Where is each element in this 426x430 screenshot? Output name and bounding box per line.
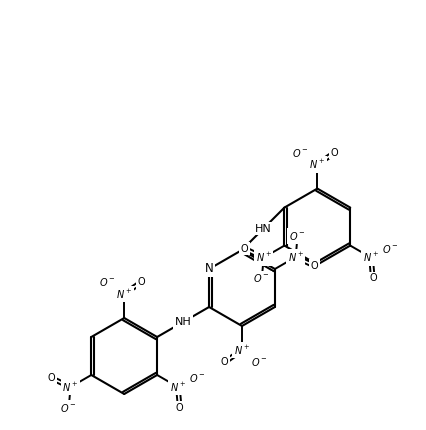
Text: O: O (369, 273, 377, 283)
Text: O: O (138, 277, 145, 287)
Text: $O^-$: $O^-$ (60, 402, 77, 414)
Text: $O^-$: $O^-$ (189, 372, 205, 384)
Text: $N^+$: $N^+$ (309, 158, 325, 171)
Text: $N^+$: $N^+$ (234, 344, 250, 356)
Text: $O^-$: $O^-$ (251, 356, 268, 368)
Text: $N^+$: $N^+$ (116, 287, 132, 301)
Text: $O^-$: $O^-$ (292, 147, 308, 159)
Text: $O^-$: $O^-$ (289, 230, 306, 242)
Text: O: O (221, 357, 229, 367)
Text: HN: HN (255, 224, 272, 234)
Text: N: N (205, 262, 213, 276)
Text: $O^-$: $O^-$ (253, 273, 270, 285)
Text: $N^+$: $N^+$ (288, 250, 304, 264)
Text: $N^+$: $N^+$ (256, 251, 272, 264)
Text: NH: NH (175, 317, 191, 327)
Text: O: O (311, 261, 319, 271)
Text: O: O (176, 403, 184, 413)
Text: $N^+$: $N^+$ (170, 381, 186, 393)
Text: $O^-$: $O^-$ (99, 276, 115, 288)
Text: $N^+$: $N^+$ (363, 251, 379, 264)
Text: O: O (48, 373, 55, 383)
Text: $N^+$: $N^+$ (62, 381, 79, 393)
Text: O: O (331, 147, 338, 157)
Text: O: O (241, 244, 248, 254)
Text: $O^-$: $O^-$ (382, 243, 398, 255)
